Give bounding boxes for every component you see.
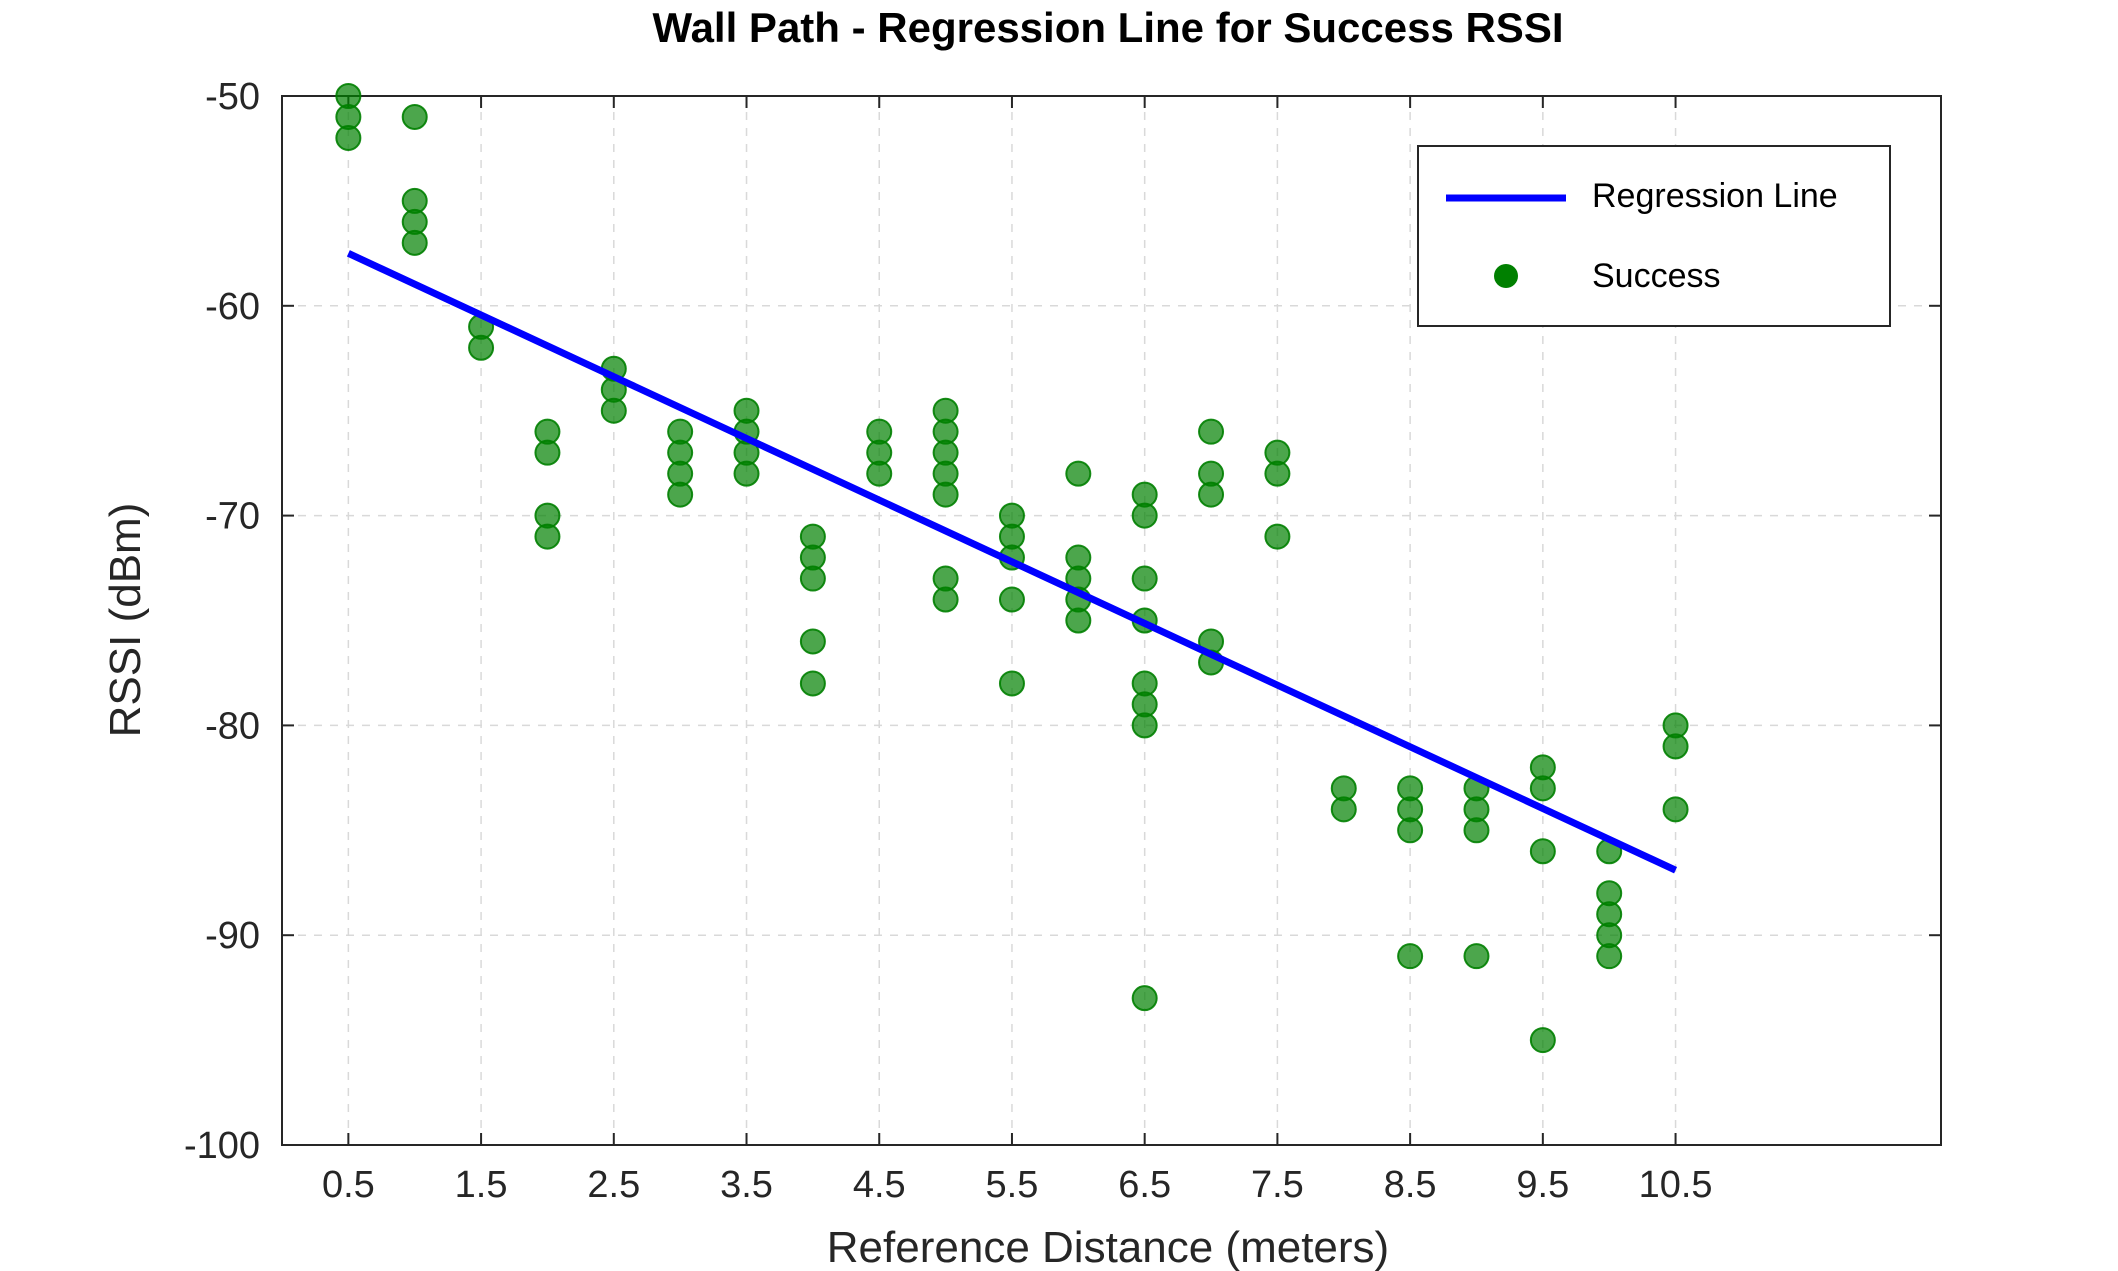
success-point — [998, 586, 1025, 613]
success-point — [468, 334, 495, 361]
success-point — [1596, 943, 1623, 970]
success-point — [1529, 838, 1556, 865]
x-tick-label: 10.5 — [1639, 1164, 1713, 1206]
success-point — [401, 103, 428, 130]
legend-success-swatch — [1494, 264, 1518, 288]
legend-regression-label: Regression Line — [1592, 177, 1838, 215]
y-axis-tick-labels: -50 -60 -70 -80 -90 -100 — [184, 76, 260, 1167]
success-point — [932, 481, 959, 508]
success-point — [1065, 460, 1092, 487]
success-point — [1131, 985, 1158, 1012]
x-tick-label: 1.5 — [455, 1164, 508, 1206]
success-point — [1662, 796, 1689, 823]
x-tick-label: 6.5 — [1118, 1164, 1171, 1206]
x-tick-label: 2.5 — [587, 1164, 640, 1206]
success-point — [667, 481, 694, 508]
success-point — [733, 460, 760, 487]
success-point — [600, 397, 627, 424]
x-axis-tick-labels: 0.5 1.5 2.5 3.5 4.5 5.5 6.5 7.5 8.5 9.5 10.5 — [322, 1164, 1713, 1206]
success-point — [1264, 460, 1291, 487]
success-point — [401, 229, 428, 256]
x-tick-label: 8.5 — [1384, 1164, 1437, 1206]
legend: Regression Line Success — [1417, 145, 1891, 327]
axis-ticks — [282, 95, 1941, 1146]
y-axis-label: RSSI (dBm) — [101, 503, 150, 738]
success-point — [534, 523, 561, 550]
x-tick-label: 0.5 — [322, 1164, 375, 1206]
legend-success-label: Success — [1592, 257, 1721, 295]
success-point — [1264, 523, 1291, 550]
success-point — [1131, 565, 1158, 592]
y-tick-label: -100 — [184, 1125, 260, 1167]
y-tick-label: -80 — [205, 705, 260, 747]
y-tick-label: -70 — [205, 496, 260, 538]
success-point — [1198, 418, 1225, 445]
success-point — [534, 439, 561, 466]
x-axis-label: Reference Distance (meters) — [827, 1223, 1389, 1271]
success-point — [1131, 712, 1158, 739]
regression-line-group — [346, 250, 1678, 874]
success-point — [335, 124, 362, 151]
x-tick-label: 5.5 — [986, 1164, 1039, 1206]
success-point — [1463, 817, 1490, 844]
success-point — [1529, 775, 1556, 802]
success-point — [1529, 1027, 1556, 1054]
x-tick-label: 4.5 — [853, 1164, 906, 1206]
y-tick-label: -60 — [205, 286, 260, 328]
legend-box — [1417, 145, 1891, 327]
y-tick-label: -50 — [205, 76, 260, 118]
success-point — [799, 565, 826, 592]
success-point — [1397, 817, 1424, 844]
success-point — [932, 586, 959, 613]
x-tick-label: 7.5 — [1251, 1164, 1304, 1206]
plot-area-frame — [281, 95, 1942, 1146]
regression-line — [346, 250, 1678, 874]
success-point — [799, 628, 826, 655]
y-tick-label: -90 — [205, 915, 260, 957]
x-tick-label: 3.5 — [720, 1164, 773, 1206]
success-point — [1662, 733, 1689, 760]
success-point — [1397, 943, 1424, 970]
success-point — [1330, 796, 1357, 823]
chart-title: Wall Path - Regression Line for Success … — [652, 4, 1563, 51]
success-point — [1198, 481, 1225, 508]
success-point — [1131, 502, 1158, 529]
success-point — [1463, 943, 1490, 970]
success-point — [1065, 607, 1092, 634]
x-tick-label: 9.5 — [1516, 1164, 1569, 1206]
success-point — [998, 670, 1025, 697]
success-point — [866, 460, 893, 487]
success-point — [799, 670, 826, 697]
